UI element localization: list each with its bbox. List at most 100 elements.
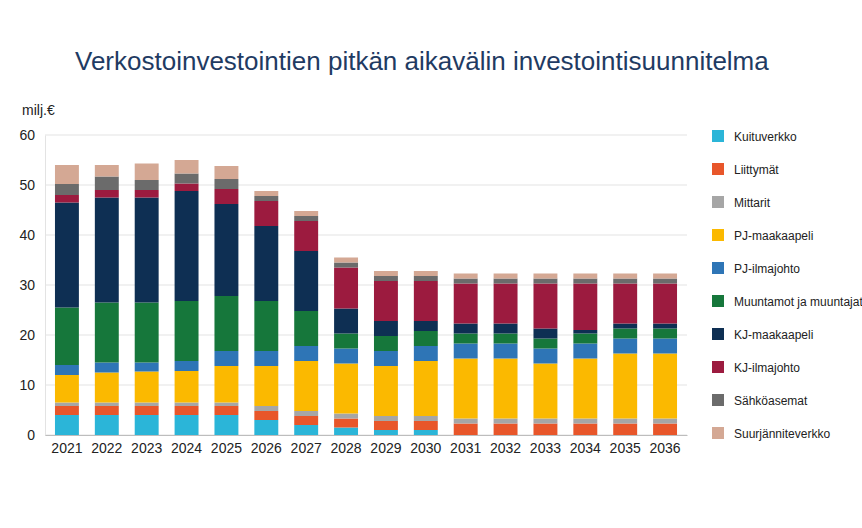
bar-segment bbox=[374, 321, 398, 336]
x-tick: 2025 bbox=[211, 435, 242, 456]
legend-label: Muuntamot ja muuntajat bbox=[734, 295, 862, 309]
bar-segment bbox=[175, 174, 199, 184]
bar-segment bbox=[214, 204, 238, 296]
bar-segment bbox=[175, 184, 199, 192]
x-tick-label: 2030 bbox=[410, 440, 441, 456]
x-tick-label: 2028 bbox=[330, 440, 361, 456]
bar-segment bbox=[55, 308, 79, 366]
bar-segment bbox=[573, 334, 597, 344]
bar-segment bbox=[135, 372, 159, 403]
bar-segment bbox=[55, 375, 79, 403]
x-tick-label: 2034 bbox=[570, 440, 601, 456]
bar-segment bbox=[294, 251, 318, 311]
bar-segment bbox=[414, 416, 438, 421]
x-tick-label: 2022 bbox=[91, 440, 122, 456]
bar-segment bbox=[294, 416, 318, 425]
x-tick: 2029 bbox=[370, 435, 401, 456]
legend-item: Mittarit bbox=[712, 196, 771, 210]
bar-segment bbox=[294, 411, 318, 416]
bar-segment bbox=[414, 281, 438, 321]
bar-segment bbox=[454, 274, 478, 279]
bar-segment bbox=[294, 425, 318, 435]
bar-segment bbox=[573, 424, 597, 436]
y-tick: 10 bbox=[19, 377, 45, 393]
x-tick: 2035 bbox=[610, 435, 641, 456]
bar-segment bbox=[214, 403, 238, 407]
legend-label: PJ-maakaapeli bbox=[734, 229, 813, 243]
y-tick-label: 50 bbox=[19, 177, 35, 193]
bar-segment bbox=[454, 324, 478, 334]
bar-segment bbox=[454, 284, 478, 324]
bar-segment bbox=[55, 203, 79, 308]
y-tick-label: 20 bbox=[19, 327, 35, 343]
bar-segment bbox=[494, 284, 518, 324]
bar-segment bbox=[294, 211, 318, 216]
x-tick: 2028 bbox=[330, 435, 361, 456]
x-tick: 2026 bbox=[251, 435, 282, 456]
x-tick: 2034 bbox=[570, 435, 601, 456]
bar-segment bbox=[334, 349, 358, 364]
chart: Verkostoinvestointien pitkän aikavälin i… bbox=[0, 0, 862, 528]
y-tick: 30 bbox=[19, 277, 45, 293]
bar-segment bbox=[135, 363, 159, 372]
bar-segment bbox=[414, 331, 438, 346]
bar-segment bbox=[175, 415, 199, 435]
bar-segment bbox=[533, 419, 557, 424]
bar-segment bbox=[95, 165, 119, 177]
series bbox=[55, 184, 677, 331]
legend-label: Suurjänniteverkko bbox=[734, 427, 830, 441]
bar-segment bbox=[334, 364, 358, 414]
x-tick-label: 2031 bbox=[450, 440, 481, 456]
plot: 0102030405060202120222023202420252026202… bbox=[19, 127, 687, 456]
bar-segment bbox=[454, 424, 478, 436]
bar-segment bbox=[254, 191, 278, 196]
x-tick-label: 2036 bbox=[649, 440, 680, 456]
bar-segment bbox=[254, 351, 278, 366]
bar-segment bbox=[254, 366, 278, 406]
legend-item: Sähköasemat bbox=[712, 394, 808, 408]
x-tick: 2031 bbox=[450, 435, 481, 456]
bar-segment bbox=[454, 344, 478, 359]
bar-segment bbox=[175, 406, 199, 415]
y-axis-line bbox=[45, 136, 46, 436]
bar-segment bbox=[95, 190, 119, 198]
x-tick-label: 2021 bbox=[51, 440, 82, 456]
bar-segment bbox=[214, 406, 238, 415]
bar-segment bbox=[454, 419, 478, 424]
bars bbox=[55, 160, 677, 435]
bar-segment bbox=[294, 311, 318, 346]
bar-segment bbox=[214, 415, 238, 435]
legend: KuituverkkoLiittymätMittaritPJ-maakaapel… bbox=[712, 130, 862, 441]
bar-segment bbox=[55, 406, 79, 415]
x-tick: 2024 bbox=[171, 435, 202, 456]
bar-segment bbox=[55, 365, 79, 375]
bar-segment bbox=[494, 359, 518, 419]
legend-item: KJ-maakaapeli bbox=[712, 328, 813, 342]
bar-segment bbox=[573, 274, 597, 279]
series bbox=[55, 191, 677, 339]
legend-swatch bbox=[712, 361, 724, 373]
legend-swatch bbox=[712, 328, 724, 340]
bar-segment bbox=[214, 366, 238, 403]
x-tick-label: 2029 bbox=[370, 440, 401, 456]
bar-segment bbox=[214, 179, 238, 189]
bar-segment bbox=[613, 424, 637, 436]
bar-segment bbox=[414, 276, 438, 281]
bar-segment bbox=[95, 403, 119, 407]
bar-segment bbox=[175, 371, 199, 403]
x-tick: 2023 bbox=[131, 435, 162, 456]
bar-segment bbox=[135, 198, 159, 303]
x-tick-label: 2027 bbox=[291, 440, 322, 456]
bar-segment bbox=[374, 336, 398, 351]
bar-segment bbox=[374, 271, 398, 276]
bar-segment bbox=[214, 189, 238, 204]
bar-segment bbox=[254, 420, 278, 435]
bar-segment bbox=[95, 363, 119, 373]
bar-segment bbox=[374, 366, 398, 416]
bar-segment bbox=[414, 421, 438, 430]
bar-segment bbox=[653, 324, 677, 329]
x-tick-label: 2026 bbox=[251, 440, 282, 456]
bar-segment bbox=[533, 274, 557, 279]
bar-segment bbox=[254, 301, 278, 351]
bar-segment bbox=[374, 351, 398, 366]
